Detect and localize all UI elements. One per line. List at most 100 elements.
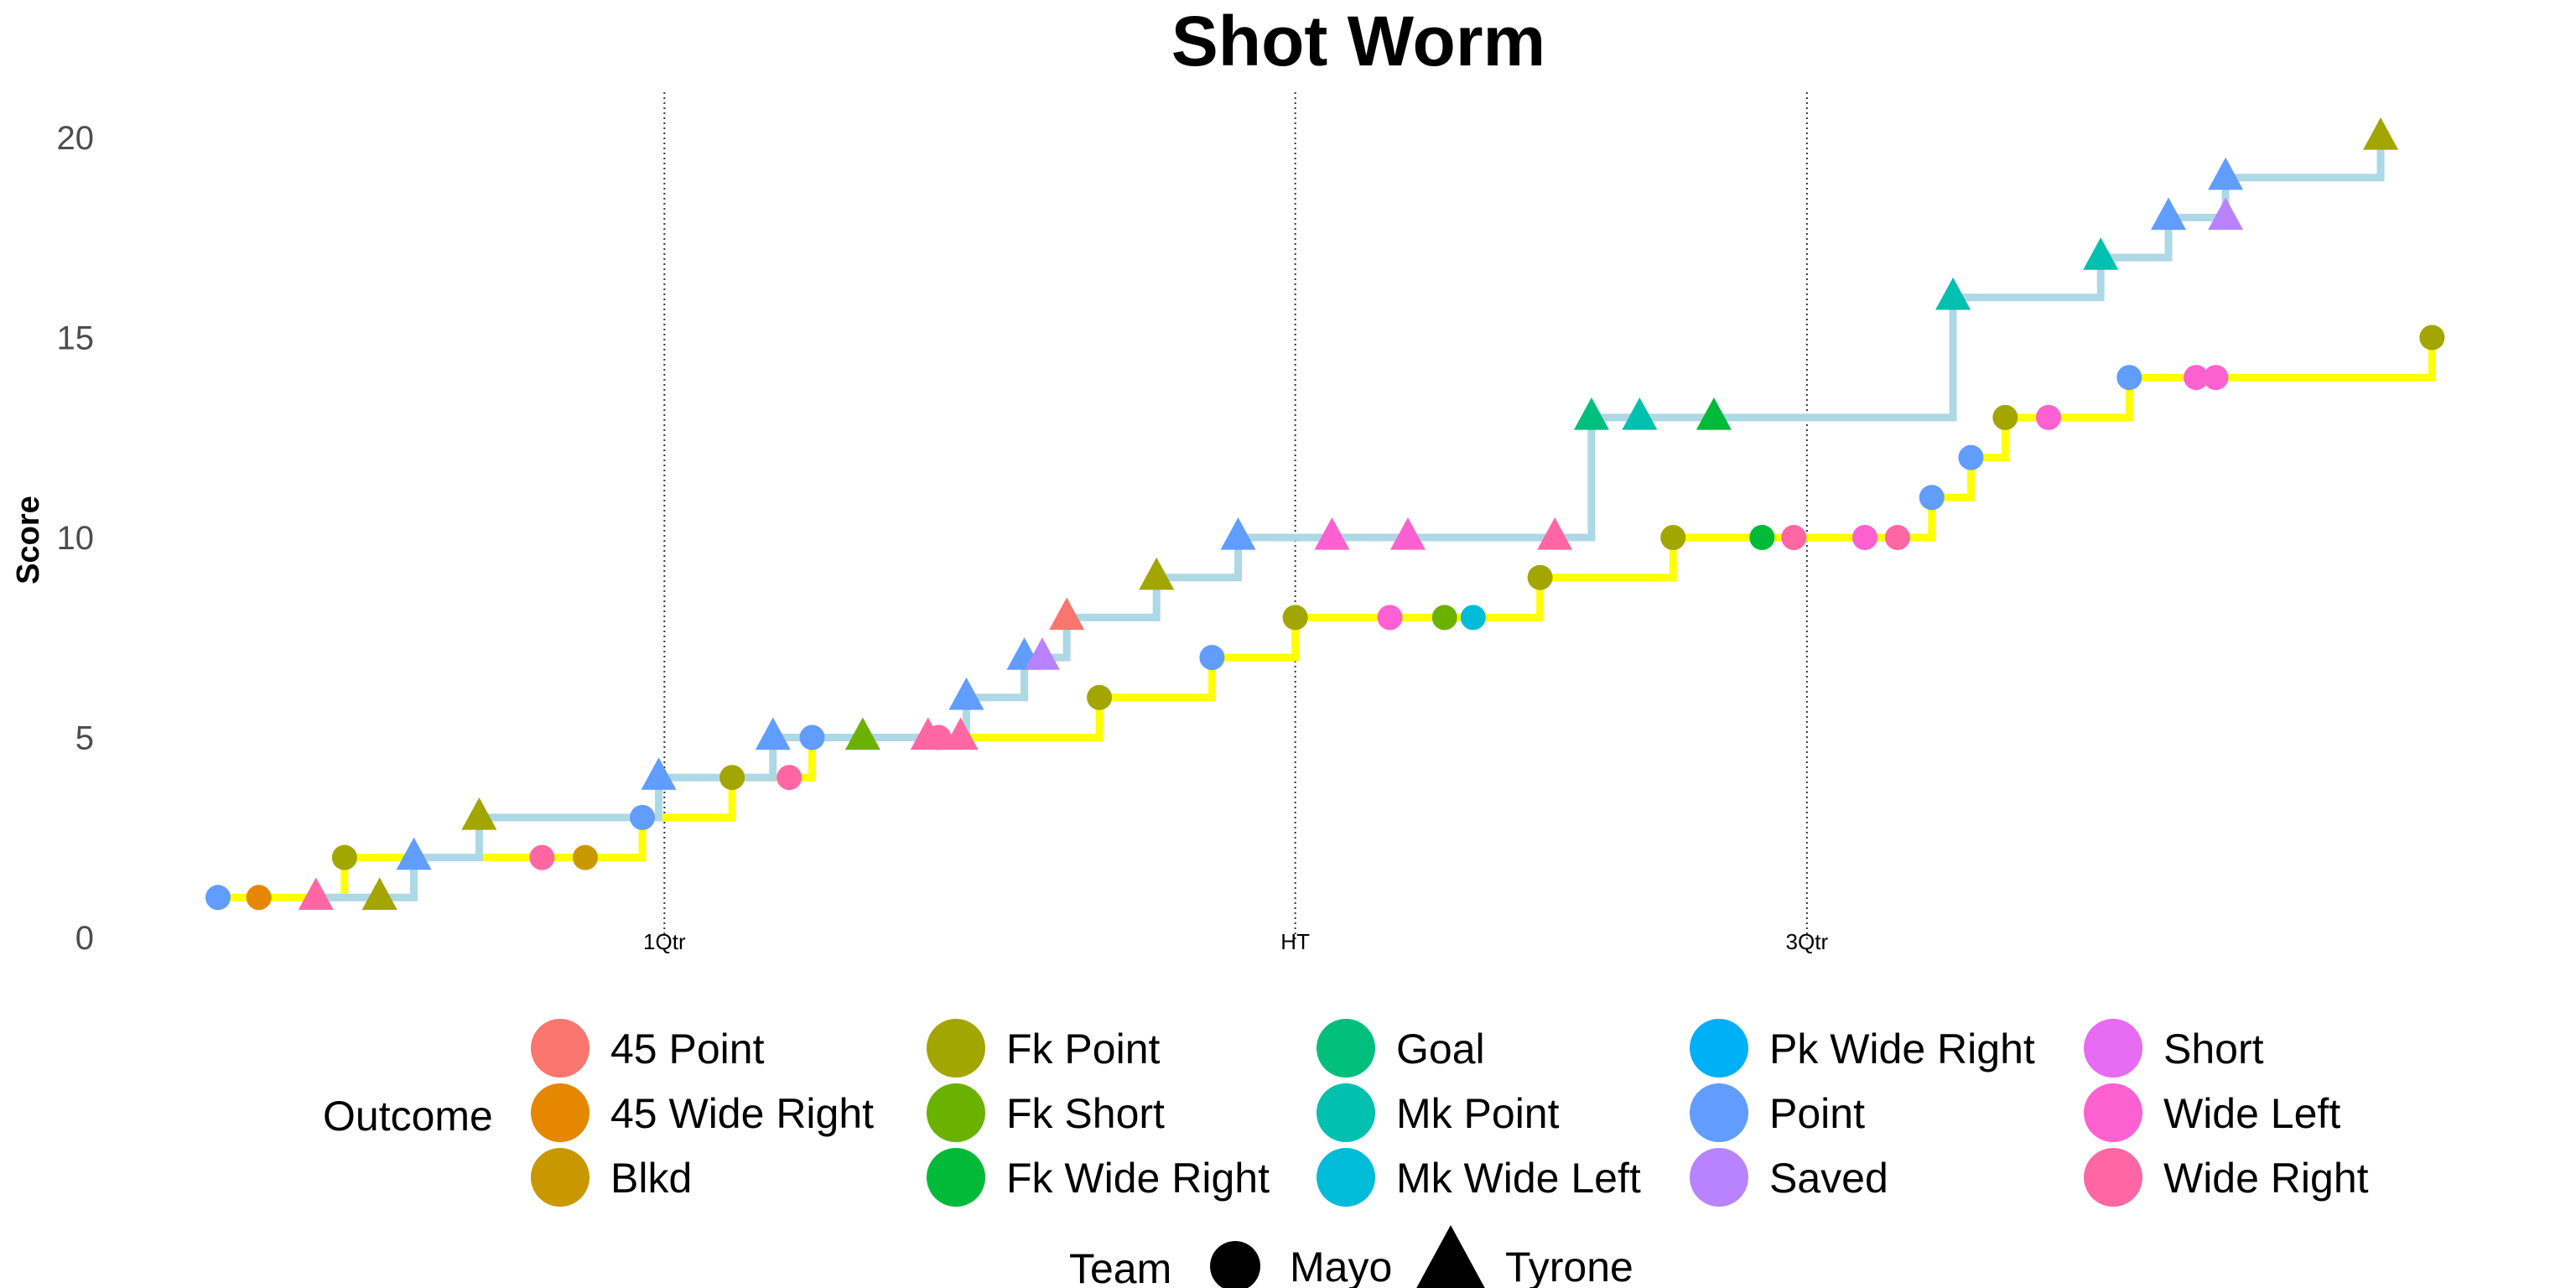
data-point-tyrone <box>2208 157 2244 190</box>
legend-outcome-swatch <box>2084 1019 2142 1078</box>
data-point-tyrone <box>1220 517 1256 550</box>
series-points <box>205 117 2445 911</box>
y-tick-label: 5 <box>75 720 94 757</box>
data-point-mayo <box>331 844 357 870</box>
legend-outcome-swatch <box>2084 1083 2142 1142</box>
data-point-tyrone <box>943 717 979 750</box>
data-point-mayo <box>1992 404 2018 430</box>
data-point-mayo <box>1282 605 1308 631</box>
data-point-tyrone <box>844 717 880 750</box>
legend-outcome-label: Wide Right <box>2163 1155 2369 1202</box>
legend-outcome-label: Wide Left <box>2163 1090 2340 1137</box>
data-point-tyrone <box>1696 397 1732 430</box>
chart-title: Shot Worm <box>1171 2 1545 80</box>
data-point-tyrone <box>298 877 334 910</box>
legend-team-swatch <box>1416 1224 1485 1288</box>
data-point-mayo <box>1781 525 1807 550</box>
data-point-tyrone <box>361 877 397 910</box>
legend-outcome-swatch <box>2084 1148 2142 1207</box>
data-point-tyrone <box>755 717 791 750</box>
y-tick-label: 0 <box>75 920 94 957</box>
legend-outcome-swatch <box>927 1148 985 1207</box>
data-point-mayo <box>1527 564 1553 590</box>
data-point-tyrone <box>641 757 677 790</box>
legend-outcome-label: Fk Wide Right <box>1006 1155 1270 1202</box>
y-tick-label: 20 <box>57 120 95 157</box>
quarter-lines: 1Qtr HT 3Qtr <box>643 92 1828 954</box>
legend-outcome-label: Mk Point <box>1396 1090 1560 1137</box>
data-point-mayo <box>776 765 802 791</box>
data-point-mayo <box>572 844 598 870</box>
data-point-mayo <box>719 765 745 791</box>
legend-outcome-swatch <box>1690 1083 1748 1142</box>
data-point-mayo <box>2116 365 2142 391</box>
data-point-tyrone <box>461 797 497 830</box>
y-tick-label: 10 <box>57 520 95 557</box>
data-point-tyrone <box>1537 517 1573 550</box>
data-point-mayo <box>1460 605 1486 631</box>
data-point-mayo <box>1660 525 1686 550</box>
data-point-mayo <box>2419 325 2445 351</box>
data-point-mayo <box>630 804 656 830</box>
data-point-mayo <box>1884 525 1910 550</box>
data-point-tyrone <box>2208 197 2244 231</box>
legend-outcome-swatch <box>1317 1148 1375 1207</box>
data-point-tyrone <box>910 717 946 750</box>
legend: Outcome 45 Point 45 Wide Right Blkd Fk Poin… <box>323 1019 2369 1288</box>
legend-team-label: Tyrone <box>1505 1244 1633 1288</box>
legend-outcome-swatch <box>531 1019 589 1078</box>
data-point-tyrone <box>1314 517 1350 550</box>
data-point-mayo <box>1958 444 1984 470</box>
data-point-mayo <box>799 724 825 750</box>
legend-outcome-items: 45 Point 45 Wide Right Blkd Fk Point Fk Shor… <box>531 1019 2369 1207</box>
data-point-tyrone <box>1139 557 1175 590</box>
data-point-tyrone <box>1935 277 1971 310</box>
legend-outcome-label: 45 Wide Right <box>610 1090 874 1137</box>
data-point-mayo <box>529 844 555 870</box>
data-point-tyrone <box>1622 397 1658 430</box>
series-line-mayo <box>218 337 2436 901</box>
data-point-mayo <box>1199 645 1225 671</box>
legend-outcome-label: Short <box>2163 1026 2264 1072</box>
quarter-line-label: 3Qtr <box>1786 929 1829 954</box>
y-tick-label: 15 <box>57 320 95 357</box>
data-point-mayo <box>1377 605 1403 631</box>
series-line-tyrone <box>315 138 2385 901</box>
legend-outcome-label: Goal <box>1396 1026 1485 1072</box>
data-point-tyrone <box>1024 637 1060 670</box>
data-point-mayo <box>2184 365 2210 391</box>
data-point-mayo <box>2203 365 2229 391</box>
legend-outcome-swatch <box>927 1019 985 1078</box>
legend-outcome-swatch <box>1690 1019 1748 1078</box>
data-point-tyrone <box>2150 197 2186 231</box>
quarter-line-label: 1Qtr <box>643 929 686 954</box>
data-point-mayo <box>1431 605 1457 631</box>
legend-outcome-swatch <box>1317 1019 1375 1078</box>
legend-outcome-label: Fk Short <box>1006 1090 1165 1137</box>
legend-outcome-title: Outcome <box>323 1093 493 1140</box>
legend-outcome-swatch <box>531 1083 589 1142</box>
legend-outcome-label: Blkd <box>610 1155 692 1202</box>
legend-team-title: Team <box>1069 1245 1171 1288</box>
legend-outcome-label: Point <box>1769 1090 1865 1137</box>
data-point-tyrone <box>2363 117 2399 150</box>
legend-outcome-label: Saved <box>1769 1155 1888 1202</box>
data-point-tyrone <box>1389 517 1426 550</box>
quarter-line-label: HT <box>1280 929 1310 954</box>
legend-team-label: Mayo <box>1290 1244 1392 1288</box>
y-axis-ticks: 0 5 10 15 20 <box>57 120 95 957</box>
data-point-mayo <box>246 885 272 911</box>
legend-outcome-swatch <box>1690 1148 1748 1207</box>
legend-outcome-label: Mk Wide Left <box>1396 1155 1641 1202</box>
y-axis-label: Score <box>11 496 46 584</box>
data-point-tyrone <box>2083 237 2119 270</box>
data-point-mayo <box>1919 485 1945 511</box>
data-point-tyrone <box>396 837 432 870</box>
legend-outcome-label: Pk Wide Right <box>1769 1026 2035 1072</box>
data-point-tyrone <box>948 677 984 710</box>
data-point-mayo <box>1749 525 1775 550</box>
data-point-tyrone <box>1573 397 1609 430</box>
legend-outcome-swatch <box>927 1083 985 1142</box>
legend-outcome-swatch <box>1317 1083 1375 1142</box>
